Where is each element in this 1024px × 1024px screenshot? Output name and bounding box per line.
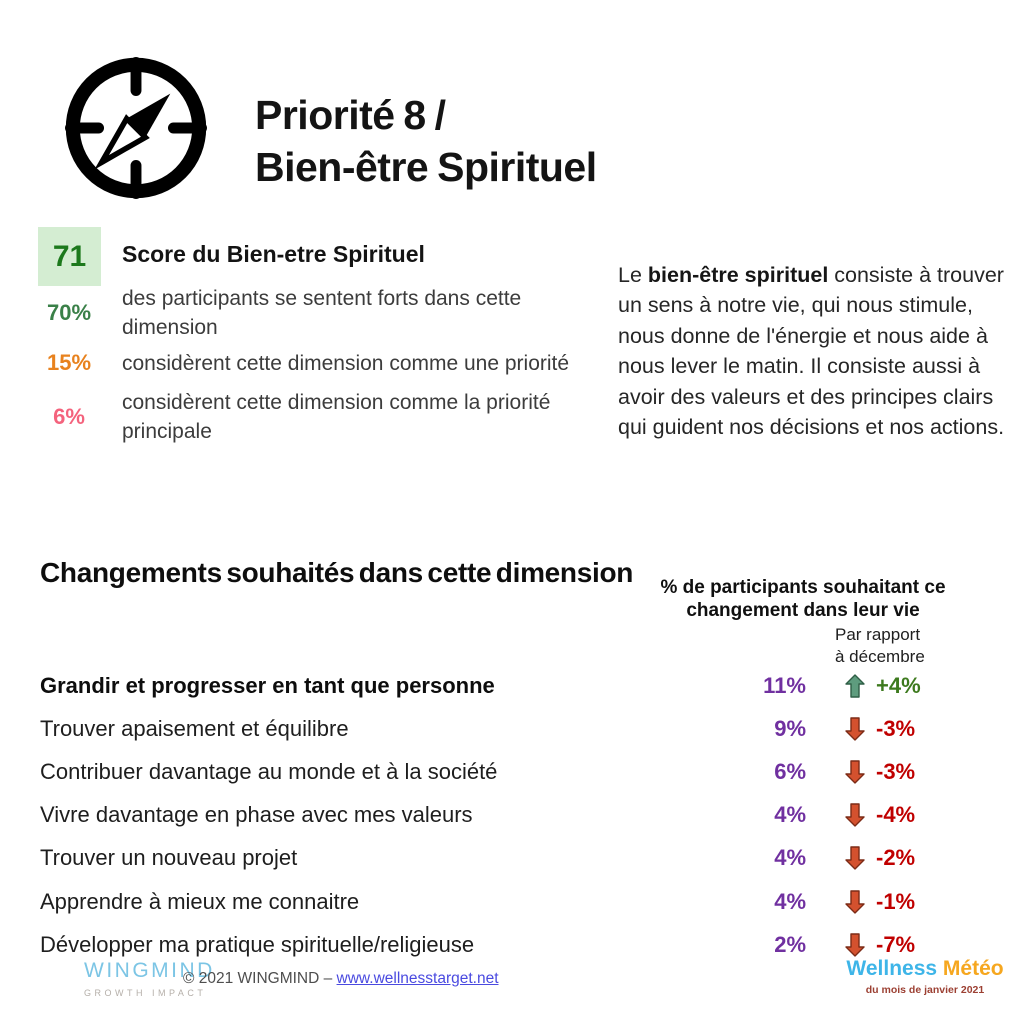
copyright-text: © 2021 WINGMIND – — [183, 970, 337, 987]
description-lead: Le — [618, 262, 648, 287]
table-row: Grandir et progresser en tant que person… — [40, 664, 960, 707]
change-label: Vivre davantage en phase avec mes valeur… — [40, 802, 473, 828]
change-value: -3% — [876, 758, 916, 784]
table-row: Contribuer davantage au monde et à la so… — [40, 750, 960, 793]
change-value: -4% — [876, 802, 916, 828]
arrow-down-icon — [845, 717, 865, 741]
stat-text: des participants se sentent forts dans c… — [122, 287, 522, 339]
description-bold: bien-être spirituel — [647, 262, 829, 287]
changes-table: Grandir et progresser en tant que person… — [40, 664, 960, 966]
stat-row: 70% des participants se sentent forts da… — [36, 284, 616, 342]
change-value: +4% — [876, 672, 921, 698]
stat-value: 70% — [46, 300, 92, 325]
change-value: -3% — [876, 715, 916, 741]
arrow-down-icon — [845, 889, 865, 914]
arrow-down-icon — [845, 760, 865, 784]
arrow-up-icon — [845, 673, 865, 698]
table-row: Trouver apaisement et équilibre 9% -3% — [40, 707, 960, 750]
table-row: Développer ma pratique spirituelle/relig… — [40, 923, 960, 966]
participants-percent: 4% — [774, 802, 806, 828]
change-label: Trouver un nouveau projet — [40, 845, 298, 871]
brand-wellness-text: Wellness — [846, 957, 938, 980]
stat-row: 15% considèrent cette dimension comme un… — [36, 347, 616, 379]
table-row: Apprendre à mieux me connaitre 4% -1% — [40, 880, 960, 923]
column-header-compare: Par rapport à décembre — [835, 624, 925, 668]
table-row: Trouver un nouveau projet 4% -2% — [40, 837, 960, 880]
participants-percent: 11% — [763, 672, 806, 698]
column-header-compare-line2: à décembre — [835, 647, 925, 666]
change-label: Contribuer davantage au monde et à la so… — [40, 758, 498, 784]
wellness-meteo-brand: Wellness Météo du mois de janvier 2021 — [840, 957, 1010, 996]
table-row: Vivre davantage en phase avec mes valeur… — [40, 794, 960, 837]
change-label: Trouver apaisement et équilibre — [40, 715, 349, 741]
stat-text: considèrent cette dimension comme une pr… — [122, 351, 570, 375]
column-header-participants: % de participants souhaitant ce changeme… — [660, 577, 946, 621]
page-title: Priorité 8 / Bien-être Spirituel — [255, 89, 597, 193]
brand-subtitle: du mois de janvier 2021 — [865, 984, 985, 996]
change-value: -1% — [876, 888, 916, 914]
wellnesstarget-link[interactable]: www.wellnesstarget.net — [336, 970, 499, 987]
dimension-description: Le bien-être spirituel consiste à trouve… — [618, 260, 1014, 443]
participants-percent: 9% — [774, 715, 806, 741]
wingmind-logo: WINGMIND GROWTH IMPACT — [84, 959, 215, 998]
compass-icon — [65, 57, 207, 199]
stat-value: 6% — [53, 404, 85, 429]
brand-meteo-text: Météo — [937, 957, 1004, 980]
change-label: Développer ma pratique spirituelle/relig… — [40, 931, 475, 957]
participants-percent: 4% — [774, 888, 806, 914]
arrow-down-icon — [845, 846, 865, 871]
participants-percent: 6% — [774, 758, 806, 784]
description-rest: consiste à trouver un sens à notre vie, … — [618, 262, 1005, 440]
change-value: -2% — [876, 845, 916, 871]
section-title: Changements souhaités dans cette dimensi… — [40, 557, 634, 589]
change-value: -7% — [876, 931, 916, 957]
stat-text: considèrent cette dimension comme la pri… — [122, 391, 551, 443]
change-label: Apprendre à mieux me connaitre — [40, 888, 360, 914]
participants-percent: 4% — [774, 845, 806, 871]
page-title-line2: Bien-être Spirituel — [255, 144, 597, 191]
stat-row: 6% considèrent cette dimension comme la … — [36, 388, 616, 446]
wingmind-logo-text: WINGMIND — [84, 959, 215, 982]
participants-percent: 2% — [774, 931, 806, 957]
score-label: Score du Bien-etre Spirituel — [122, 241, 425, 267]
page-title-line1: Priorité 8 / — [255, 92, 446, 139]
score-badge: 71 — [38, 227, 101, 286]
arrow-down-icon — [845, 933, 865, 957]
stat-value: 15% — [46, 350, 92, 375]
copyright-line: © 2021 WINGMIND – www.wellnesstarget.net — [183, 970, 499, 988]
wingmind-logo-tagline: GROWTH IMPACT — [84, 988, 207, 998]
column-header-compare-line1: Par rapport — [835, 625, 921, 644]
arrow-down-icon — [845, 803, 865, 827]
change-label: Grandir et progresser en tant que person… — [40, 672, 495, 698]
